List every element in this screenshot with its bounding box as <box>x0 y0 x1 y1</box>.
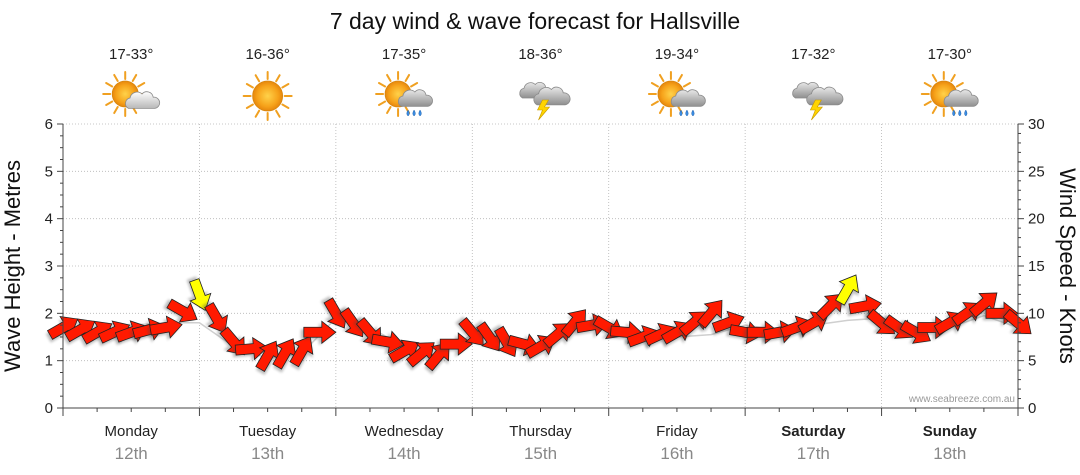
y-tick-label: 1 <box>45 353 53 370</box>
y-axis-title: Wave Height - Metres <box>0 160 25 372</box>
wind-arrow <box>697 299 723 332</box>
credit-text: www.seabreeze.com.au <box>908 394 1015 405</box>
temperature-range: 16-36° <box>245 46 289 63</box>
day-date-label: 13th <box>251 444 284 463</box>
sun-shower-icon <box>647 71 706 117</box>
day-date-label: 16th <box>660 444 693 463</box>
wind-arrow <box>147 315 183 341</box>
wind-arrow <box>999 308 1032 335</box>
chart-title: 7 day wind & wave forecast for Hallsvill… <box>330 8 740 34</box>
day-label: Sunday <box>923 423 978 440</box>
y2-tick-label: 10 <box>1028 305 1045 322</box>
partly-cloudy-icon <box>102 71 161 117</box>
day-date-label: 17th <box>797 444 830 463</box>
wind-arrow <box>368 330 405 355</box>
wind-arrow <box>300 320 337 346</box>
y2-tick-label: 20 <box>1028 211 1045 228</box>
y-tick-label: 4 <box>45 211 53 228</box>
sun-shower-icon <box>920 71 979 117</box>
day-date-label: 15th <box>524 444 557 463</box>
y-tick-label: 2 <box>45 305 53 322</box>
y-tick-label: 6 <box>45 116 53 133</box>
temperature-range: 17-32° <box>791 46 835 63</box>
wind-arrow <box>163 298 198 323</box>
day-label: Monday <box>105 423 159 440</box>
y2-tick-label: 30 <box>1028 116 1045 133</box>
sunny-icon <box>242 71 293 121</box>
day-date-label: 18th <box>933 444 966 463</box>
day-label: Thursday <box>509 423 572 440</box>
day-date-label: 12th <box>115 444 148 463</box>
temperature-range: 17-33° <box>109 46 153 63</box>
y2-tick-label: 0 <box>1028 400 1036 417</box>
thunderstorm-icon <box>792 82 844 121</box>
y2-axis-title: Wind Speed - Knots <box>1055 168 1080 364</box>
y2-tick-label: 25 <box>1028 163 1045 180</box>
wind-arrow <box>835 274 860 309</box>
y-tick-label: 5 <box>45 163 53 180</box>
wind-arrow <box>437 332 473 358</box>
temperature-range: 17-35° <box>382 46 426 63</box>
day-label: Friday <box>656 423 698 440</box>
temperature-range: 17-30° <box>928 46 972 63</box>
temperature-range: 19-34° <box>655 46 699 63</box>
wind-arrow <box>320 296 348 329</box>
wind-arrow <box>186 276 212 311</box>
wind-arrow <box>289 335 314 371</box>
day-label: Wednesday <box>365 423 444 440</box>
thunderstorm-icon <box>519 82 571 121</box>
sun-shower-icon <box>375 71 433 117</box>
y-tick-label: 3 <box>45 258 53 275</box>
day-date-label: 14th <box>388 444 421 463</box>
y2-tick-label: 5 <box>1028 353 1036 370</box>
wind-arrow <box>272 338 297 373</box>
temperature-range: 18-36° <box>518 46 562 63</box>
wind-arrow <box>201 300 229 334</box>
y-tick-label: 0 <box>45 400 53 417</box>
day-label: Saturday <box>781 423 846 440</box>
wind-arrow <box>255 340 280 376</box>
y2-tick-label: 15 <box>1028 258 1045 275</box>
day-label: Tuesday <box>239 423 296 440</box>
wind-arrow <box>232 336 269 362</box>
